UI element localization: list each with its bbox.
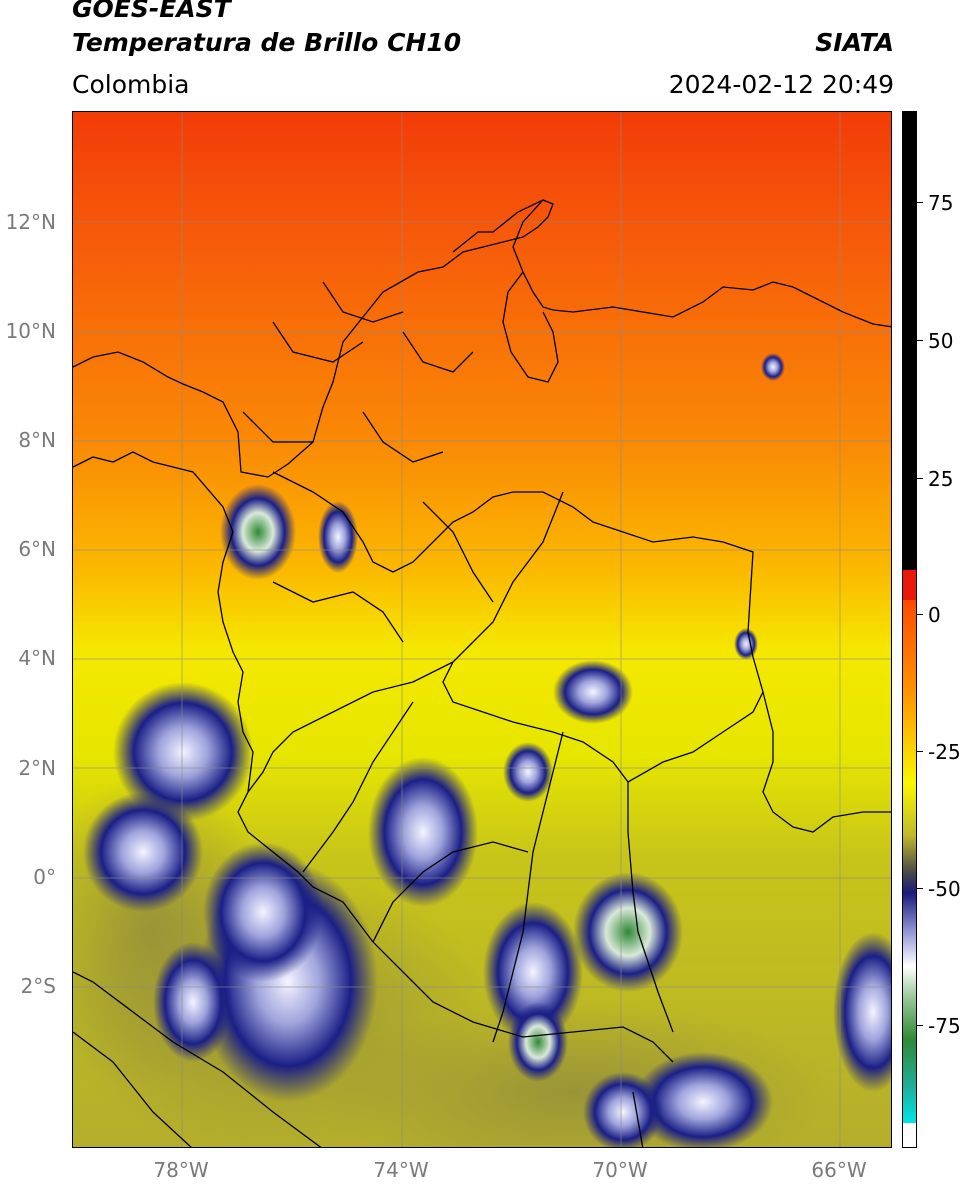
colorbar-label-0: 0 <box>928 603 941 627</box>
colorbar-label-minus75: -75 <box>928 1014 961 1038</box>
lat-label-12n: 12°N <box>5 210 56 234</box>
colorbar-tick <box>917 478 923 479</box>
brightness-temperature-image <box>73 112 891 1147</box>
product-satellite-title: GOES-EAST <box>72 0 231 23</box>
lon-label-74w: 74°W <box>373 1158 429 1182</box>
lat-label-10n: 10°N <box>5 319 56 343</box>
lat-label-6n: 6°N <box>18 537 56 561</box>
colorbar-tick <box>917 340 923 341</box>
source-label: SIATA <box>815 28 894 57</box>
colorbar-label-minus50: -50 <box>928 877 961 901</box>
colorbar-tick <box>917 888 923 889</box>
region-label: Colombia <box>72 70 190 99</box>
lat-label-4n: 4°N <box>18 646 56 670</box>
colorbar-label-25: 25 <box>928 467 954 491</box>
lat-label-0: 0° <box>33 865 56 889</box>
colorbar-tick <box>917 1025 923 1026</box>
colorbar-label-75: 75 <box>928 191 954 215</box>
colorbar-tick <box>917 202 923 203</box>
colorbar <box>902 111 917 1148</box>
colorbar-tick <box>917 614 923 615</box>
datetime-label: 2024-02-12 20:49 <box>668 70 894 99</box>
product-variable-title: Temperatura de Brillo CH10 <box>72 28 462 57</box>
lon-label-78w: 78°W <box>153 1158 209 1182</box>
colorbar-label-50: 50 <box>928 329 954 353</box>
lon-label-70w: 70°W <box>592 1158 648 1182</box>
colorbar-label-minus25: -25 <box>928 740 961 764</box>
lon-label-66w: 66°W <box>811 1158 867 1182</box>
colorbar-tick <box>917 751 923 752</box>
lat-label-8n: 8°N <box>18 428 56 452</box>
lat-label-2n: 2°N <box>18 756 56 780</box>
lat-label-2s: 2°S <box>20 974 56 998</box>
satellite-map <box>72 111 892 1148</box>
